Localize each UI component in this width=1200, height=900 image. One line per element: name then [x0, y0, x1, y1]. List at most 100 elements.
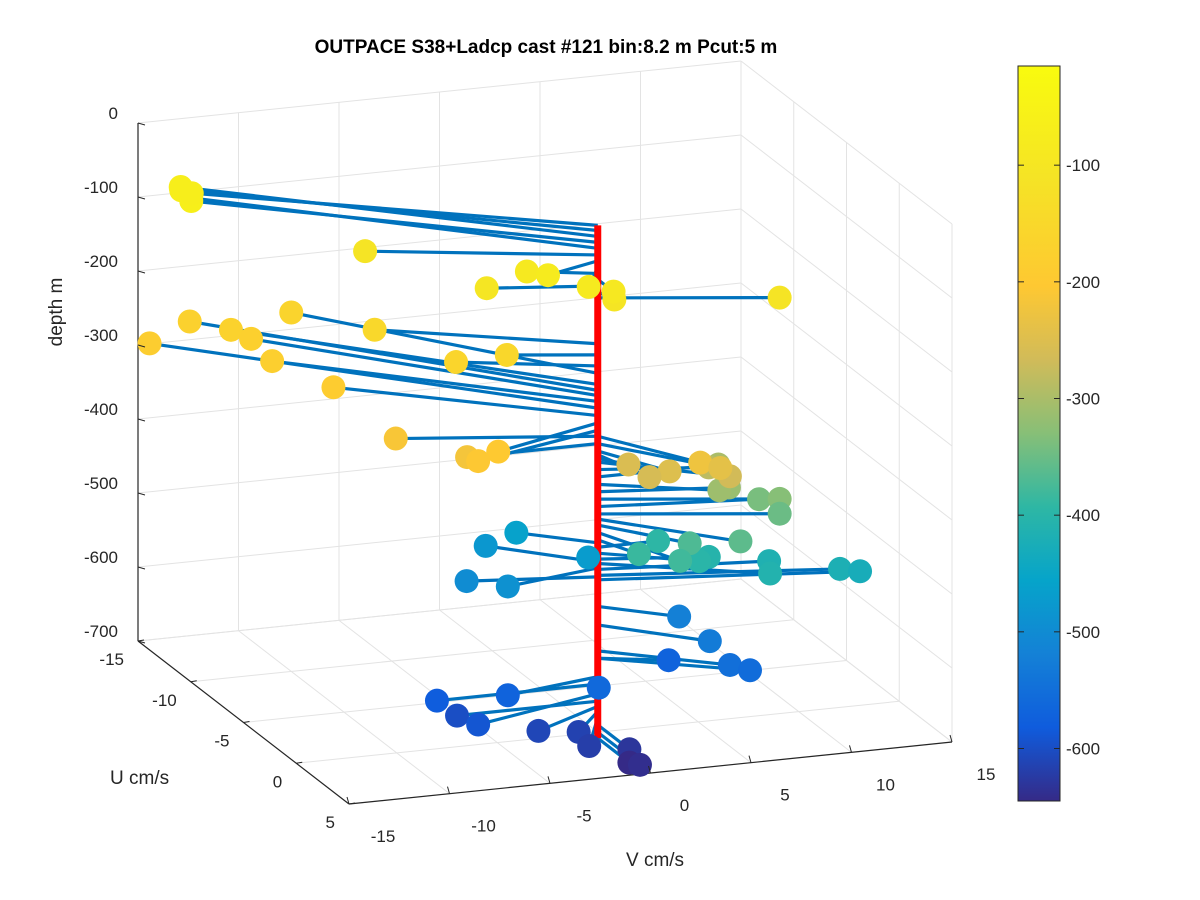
depth-tick-label: -700: [84, 622, 118, 641]
depth-marker: [495, 574, 520, 599]
tick-mark: [348, 802, 356, 805]
depth-marker: [179, 181, 204, 206]
depth-marker: [626, 542, 651, 567]
velocity-vector: [597, 604, 680, 619]
depth-marker: [601, 279, 626, 304]
depth-marker: [767, 501, 792, 526]
tick-mark: [190, 680, 197, 683]
depth-marker: [218, 317, 243, 342]
colorbar-tick-label: -200: [1066, 273, 1100, 292]
grid-line: [137, 356, 742, 420]
tick-mark: [137, 270, 146, 274]
grid-line: [740, 356, 953, 521]
velocity-vector: [250, 337, 599, 398]
depth-marker: [445, 703, 470, 728]
grid-line: [137, 208, 742, 272]
depth-marker: [454, 569, 479, 594]
v-axis-label: V cm/s: [626, 850, 684, 871]
depth-marker: [668, 548, 693, 573]
depth-tick-label: -300: [84, 326, 118, 345]
depth-marker: [536, 263, 560, 288]
v-tick-label: -15: [371, 827, 396, 846]
depth-marker: [494, 342, 519, 367]
velocity-vector: [466, 575, 598, 583]
depth-marker: [321, 375, 346, 400]
depth-marker: [424, 688, 449, 713]
depth-marker: [495, 683, 520, 708]
u-tick-label: -15: [99, 650, 124, 669]
depth-tick-label: -200: [84, 252, 118, 271]
depth-marker: [627, 752, 652, 777]
depth-marker: [656, 648, 681, 673]
velocity-vector: [597, 523, 691, 545]
tick-mark: [447, 786, 450, 794]
depth-marker: [239, 326, 264, 351]
depth-marker: [848, 559, 873, 584]
depth-marker: [279, 300, 304, 325]
grid-line: [137, 578, 742, 642]
velocity-vector: [477, 692, 599, 727]
velocity-vector: [395, 434, 598, 441]
tick-mark: [849, 745, 852, 753]
depth-marker: [137, 331, 162, 356]
grid-line: [740, 60, 953, 225]
v-tick-label: 15: [977, 765, 996, 784]
velocity-vector: [597, 517, 741, 543]
grid-line: [190, 619, 794, 683]
colorbar: -100 -200 -300 -400 -500 -600: [1017, 65, 1100, 802]
tick-mark: [949, 734, 953, 743]
depth-marker: [767, 285, 792, 310]
colorbar-tick-label: -600: [1066, 740, 1100, 759]
v-tick-label: 5: [780, 786, 789, 805]
velocity-vector: [456, 360, 598, 368]
tick-mark: [648, 765, 651, 774]
velocity-vector: [597, 567, 840, 577]
depth-marker: [466, 449, 491, 474]
depth-marker: [687, 549, 712, 574]
depth-marker: [646, 529, 671, 554]
tick-mark: [137, 344, 146, 348]
grid-line: [740, 430, 953, 595]
depth-marker: [466, 712, 491, 737]
depth-tick-label: 0: [109, 104, 118, 123]
depth-tick-label: -600: [84, 548, 118, 567]
v-tick-label: -10: [471, 817, 496, 836]
v-tick-label: -5: [576, 806, 591, 825]
tick-labels: 0-100-200-300-400-500-600-700-15-10-505-…: [84, 104, 995, 846]
u-tick-label: 0: [273, 772, 282, 791]
colorbar-tick-label: -400: [1066, 506, 1100, 525]
velocity-vector: [597, 485, 729, 494]
depth-marker: [637, 465, 662, 490]
u-tick-label: -5: [214, 732, 229, 751]
v-tick-label: 0: [680, 796, 689, 815]
grid-line: [740, 504, 953, 669]
depth-marker: [576, 545, 601, 570]
depth-marker: [616, 452, 641, 477]
velocity-vector: [597, 569, 861, 582]
tick-mark: [137, 196, 146, 200]
depth-marker: [474, 276, 499, 301]
colorbar-tick-label: -300: [1066, 390, 1100, 409]
velocity-vector: [190, 196, 598, 250]
grid-line: [740, 134, 953, 299]
velocity-vector: [333, 385, 598, 418]
chart-title: OUTPACE S38+Ladcp cast #121 bin:8.2 m Pc…: [315, 37, 778, 58]
velocity-vector: [374, 328, 598, 346]
tick-mark: [243, 721, 250, 723]
depth-tick-label: -400: [84, 400, 118, 419]
depth-marker: [717, 652, 742, 677]
depth-marker: [486, 439, 511, 464]
depth-marker: [473, 533, 498, 558]
depth-marker: [708, 455, 733, 480]
depth-marker: [526, 718, 551, 743]
depth-marker: [353, 239, 378, 264]
tick-mark: [137, 122, 146, 126]
grid-line: [137, 134, 742, 198]
depth-marker: [444, 350, 469, 375]
grid-line: [137, 430, 742, 494]
tick-mark: [547, 776, 551, 784]
depth-marker: [260, 349, 285, 374]
velocity-vector: [149, 341, 598, 410]
depth-marker: [657, 459, 682, 484]
